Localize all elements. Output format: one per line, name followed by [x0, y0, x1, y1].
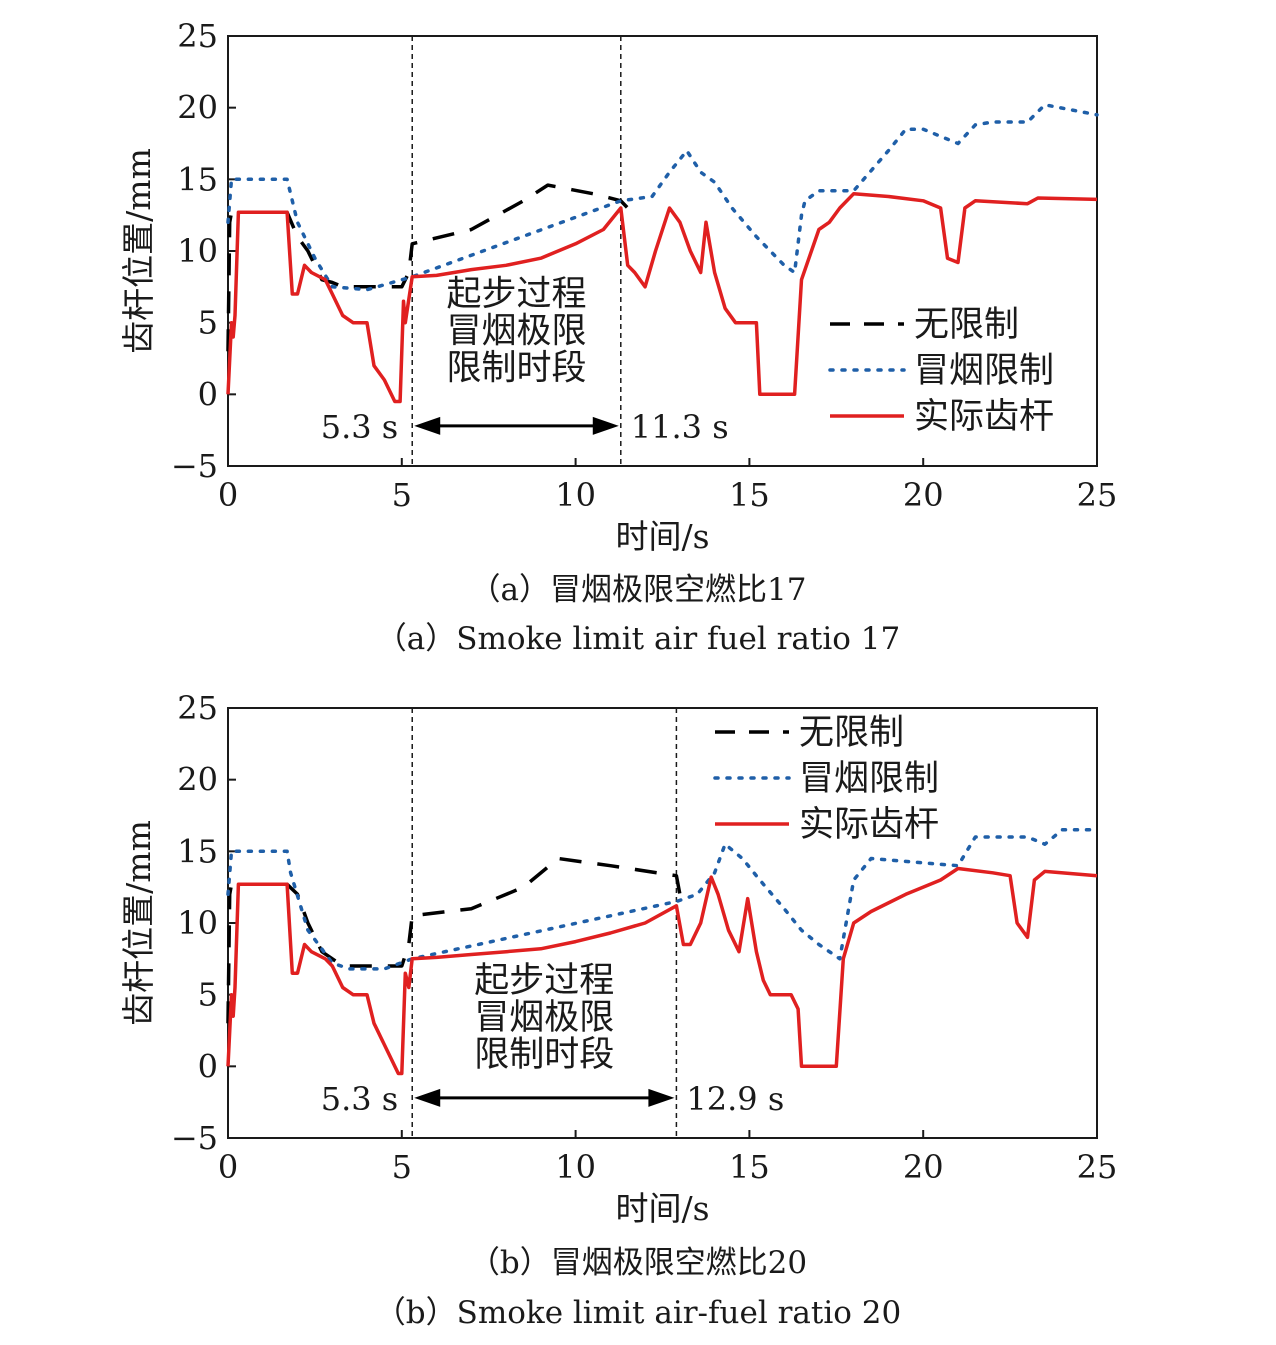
x-tick-label: 5: [392, 476, 412, 514]
x-tick-label: 15: [729, 1148, 770, 1186]
x-tick-label: 10: [555, 476, 596, 514]
legend-label: 无限制: [914, 305, 1019, 345]
x-tick-label: 25: [1077, 1148, 1118, 1186]
y-tick-label: 25: [177, 689, 218, 727]
y-tick-label: 0: [198, 1047, 218, 1085]
period-annotation-line: 起步过程: [447, 274, 587, 314]
legend-label: 冒烟限制: [799, 759, 939, 799]
x-axis-label: 时间/s: [615, 1189, 709, 1228]
y-tick-label: 20: [177, 89, 218, 127]
series-line-冒烟限制: [226, 828, 1099, 971]
series-line-冒烟限制: [226, 103, 1099, 292]
legend-label: 实际齿杆: [799, 805, 939, 845]
period-annotation-line: 冒烟极限: [474, 998, 614, 1038]
caption-b-cn: （b）冒烟极限空燃比20: [468, 1245, 808, 1281]
legend-label: 冒烟限制: [914, 351, 1054, 391]
x-tick-label: 0: [218, 1148, 238, 1186]
y-tick-label: 5: [198, 976, 218, 1014]
y-tick-label: 20: [177, 761, 218, 799]
period-annotation-line: 冒烟极限: [447, 311, 587, 351]
y-tick-label: 15: [177, 160, 218, 198]
time-marker-label: 5.3 s: [321, 408, 398, 446]
x-tick-label: 0: [218, 476, 238, 514]
caption-a-en: （a）Smoke limit air fuel ratio 17: [375, 621, 901, 657]
legend-label: 实际齿杆: [914, 397, 1054, 437]
series-line-实际齿杆: [226, 866, 1098, 1076]
series-line-无限制: [226, 856, 682, 1024]
x-tick-label: 5: [392, 1148, 412, 1186]
x-tick-label: 10: [555, 1148, 596, 1186]
period-arrow-head-left: [414, 416, 441, 435]
period-arrow-head-left: [414, 1088, 441, 1107]
series-line-实际齿杆: [226, 191, 1098, 404]
period-annotation-line: 起步过程: [474, 961, 614, 1001]
time-marker-label: 12.9 s: [686, 1080, 784, 1118]
x-tick-label: 15: [729, 476, 770, 514]
period-arrow-head-right: [592, 416, 619, 435]
caption-b-en: （b）Smoke limit air-fuel ratio 20: [374, 1295, 902, 1331]
y-tick-label: 5: [198, 304, 218, 342]
legend-label: 无限制: [799, 713, 904, 753]
y-tick-label: 25: [177, 17, 218, 55]
y-tick-label: −5: [171, 1119, 218, 1157]
y-tick-label: 10: [177, 232, 218, 270]
y-axis-label: 齿杆位置/mm: [119, 820, 158, 1026]
y-tick-label: 15: [177, 832, 218, 870]
period-annotation-line: 限制时段: [447, 348, 587, 388]
caption-a-cn: （a）冒烟极限空燃比17: [469, 572, 807, 608]
time-marker-label: 11.3 s: [631, 408, 729, 446]
series-line-无限制: [226, 183, 629, 352]
period-arrow-head-right: [648, 1088, 675, 1107]
x-axis-label: 时间/s: [615, 517, 709, 556]
x-tick-label: 25: [1077, 476, 1118, 514]
plot-frame: [227, 707, 1098, 1139]
x-tick-label: 20: [903, 1148, 944, 1186]
time-marker-label: 5.3 s: [321, 1080, 398, 1118]
y-tick-label: −5: [171, 447, 218, 485]
y-tick-label: 0: [198, 375, 218, 413]
x-tick-label: 20: [903, 476, 944, 514]
y-tick-label: 10: [177, 904, 218, 942]
period-annotation-line: 限制时段: [474, 1035, 614, 1075]
y-axis-label: 齿杆位置/mm: [119, 148, 158, 354]
